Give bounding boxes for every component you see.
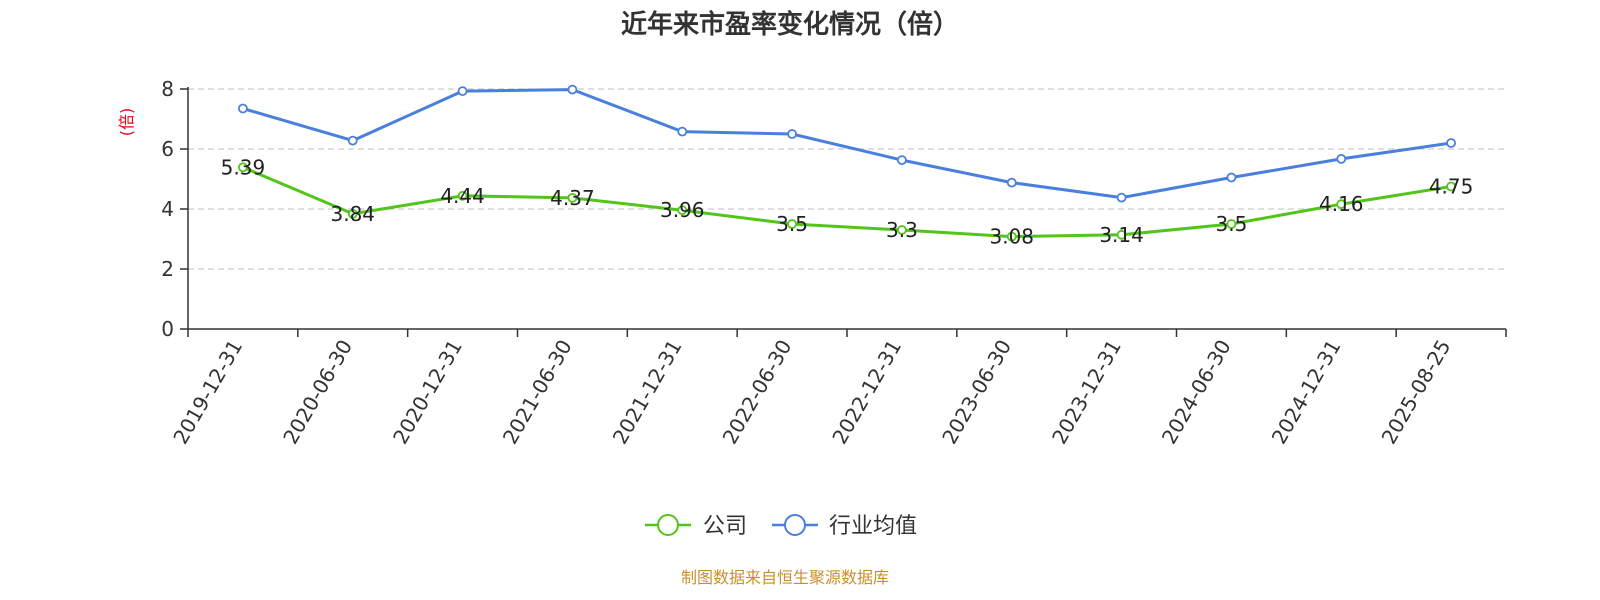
legend-label-0: 公司 <box>703 514 747 539</box>
data-point-1 <box>1226 172 1237 183</box>
axes: 0 2 4 6 8 2019-12-31 2020-06-30 2020-12-31 2021-… <box>161 77 1507 449</box>
data-point-1 <box>1336 153 1347 164</box>
chart-title: 近年来市盈率变化情况（倍） <box>621 9 959 40</box>
y-axis-label: (倍) <box>117 108 136 137</box>
data-point-1 <box>787 129 797 139</box>
grid-lines <box>188 88 1506 270</box>
data-point-0 <box>677 205 688 216</box>
data-point-1 <box>1006 177 1017 188</box>
data-label: 3.08 <box>989 225 1034 249</box>
x-tick-label: 2022-12-31 <box>827 336 906 449</box>
x-tick-label: 2024-12-31 <box>1267 336 1346 449</box>
data-label: 3.5 <box>776 212 808 236</box>
data-point-1 <box>1116 192 1127 203</box>
data-label: 4.37 <box>550 186 595 210</box>
data-point-0 <box>567 192 578 203</box>
data-label: 3.84 <box>330 202 375 226</box>
data-label: 4.75 <box>1429 175 1474 199</box>
data-point-1 <box>897 155 907 166</box>
x-tick-label: 2025-08-25 <box>1377 336 1456 449</box>
legend[interactable]: 公司 行业均值 <box>645 514 917 539</box>
data-label: 3.5 <box>1216 212 1248 236</box>
data-point-0 <box>347 208 358 219</box>
data-label: 3.3 <box>886 218 918 242</box>
x-tick-label: 2023-06-30 <box>937 336 1016 449</box>
data-point-1 <box>457 86 468 96</box>
x-tick-label: 2019-12-31 <box>168 336 247 449</box>
data-point-0 <box>897 225 907 235</box>
data-point-1 <box>347 135 358 146</box>
data-source-note: 制图数据来自恒生聚源数据库 <box>681 568 889 587</box>
data-label: 4.16 <box>1319 192 1364 216</box>
series-line-0 <box>242 165 1452 239</box>
data-label: 3.96 <box>660 198 705 222</box>
data-labels: 5.39 3.84 4.44 4.37 3.96 3.5 3.3 3.08 3.14 3.5 4.1… <box>221 155 1474 248</box>
data-point-0 <box>1006 231 1017 242</box>
data-point-1 <box>238 103 248 114</box>
series-lines <box>238 84 1456 242</box>
data-point-0 <box>238 162 248 173</box>
data-point-1 <box>567 84 578 95</box>
data-label: 5.39 <box>221 155 266 179</box>
x-tick-label: 2022-06-30 <box>718 336 797 449</box>
data-point-0 <box>457 190 468 201</box>
data-point-0 <box>1226 219 1237 229</box>
y-tick-label: 0 <box>161 317 174 341</box>
data-point-0 <box>787 219 797 229</box>
data-point-0 <box>1336 199 1347 210</box>
data-point-1 <box>677 126 688 137</box>
data-point-0 <box>1446 181 1456 192</box>
x-tick-label: 2021-06-30 <box>498 336 577 449</box>
x-tick-label: 2020-06-30 <box>278 336 357 449</box>
series-line-1 <box>242 88 1452 200</box>
x-tick-label: 2023-12-31 <box>1047 336 1126 449</box>
x-tick-label: 2021-12-31 <box>608 336 687 449</box>
x-tick-label: 2024-06-30 <box>1157 336 1236 449</box>
data-label: 4.44 <box>440 184 485 208</box>
y-tick-label: 4 <box>161 197 174 221</box>
x-tick-label: 2020-12-31 <box>388 336 467 449</box>
data-label: 3.14 <box>1099 223 1144 247</box>
legend-marker-1 <box>784 514 806 536</box>
y-tick-label: 2 <box>161 257 174 281</box>
y-tick-label: 8 <box>161 77 174 101</box>
legend-label-1: 行业均值 <box>829 514 917 539</box>
y-tick-label: 6 <box>161 137 174 161</box>
legend-marker-0 <box>657 514 679 536</box>
data-point-0 <box>1116 229 1127 240</box>
data-point-1 <box>1446 138 1456 148</box>
